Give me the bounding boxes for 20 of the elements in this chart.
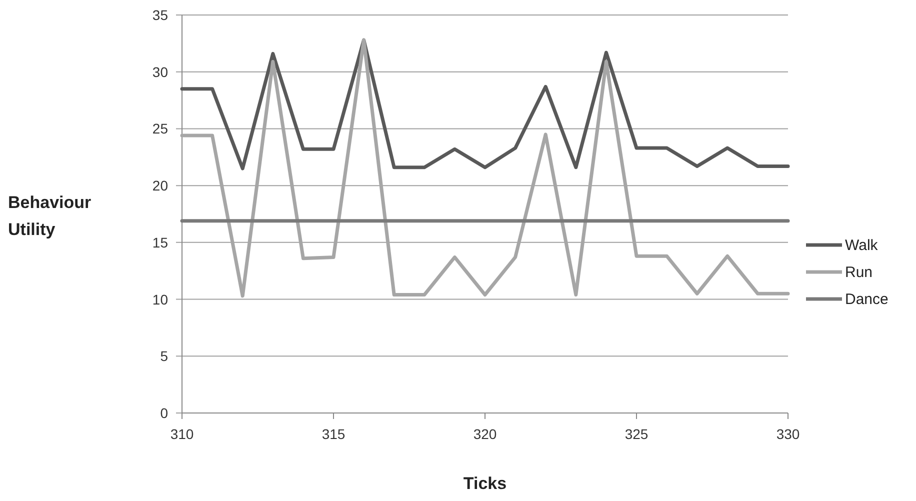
legend-label: Run (845, 264, 873, 281)
y-axis-title: Behaviour Utility (8, 193, 92, 239)
x-tick-label: 325 (624, 426, 648, 442)
y-tick-label: 5 (160, 348, 168, 364)
y-tick-label: 30 (152, 64, 168, 80)
y-tick-label: 35 (152, 7, 168, 23)
x-tick-label: 320 (473, 426, 497, 442)
x-tick-label: 310 (170, 426, 194, 442)
x-tick-label: 330 (776, 426, 800, 442)
y-tick-label: 20 (152, 178, 168, 194)
legend-label: Dance (845, 291, 888, 308)
line-series (180, 38, 790, 170)
y-tick-label: 15 (152, 234, 168, 250)
y-tick-label: 0 (160, 405, 168, 421)
legend-label: Walk (845, 237, 878, 254)
x-tick-label: 315 (322, 426, 346, 442)
y-tick-label: 10 (152, 291, 168, 308)
y-tick-label: 25 (152, 120, 168, 137)
line-series (180, 38, 790, 298)
x-axis-title: Ticks (463, 474, 507, 493)
